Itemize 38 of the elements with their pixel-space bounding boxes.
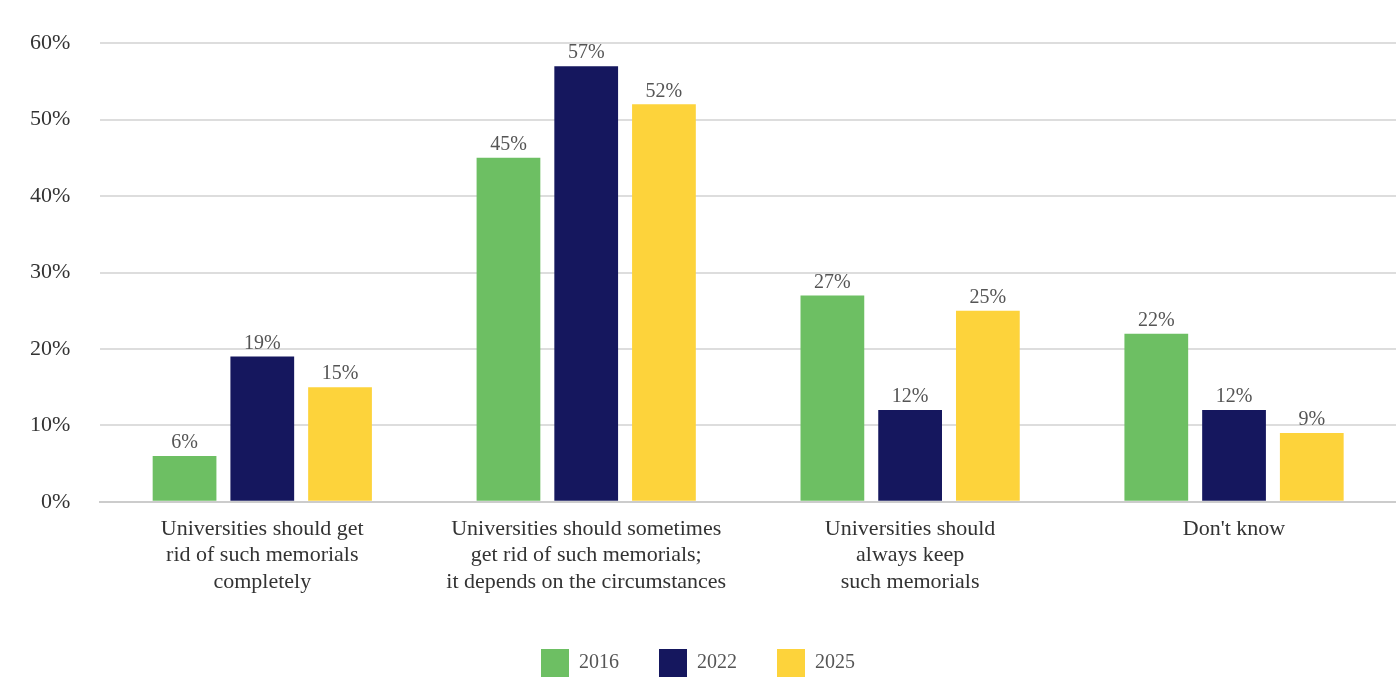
data-label: 57% xyxy=(567,40,605,63)
y-tick-label: 20% xyxy=(30,334,71,360)
x-tick-label: Don't know xyxy=(1182,514,1286,540)
data-label: 6% xyxy=(171,430,198,453)
bar xyxy=(632,104,696,501)
data-label: 9% xyxy=(1298,407,1326,430)
data-label: 25% xyxy=(969,284,1007,307)
data-label: 45% xyxy=(490,132,527,155)
data-label: 19% xyxy=(243,330,281,353)
legend-label: 2022 xyxy=(697,650,737,673)
y-tick-label: 40% xyxy=(30,181,71,207)
y-tick-label: 30% xyxy=(30,258,71,284)
bar xyxy=(230,356,295,501)
bar xyxy=(955,310,1020,501)
bar xyxy=(1202,410,1266,501)
bar xyxy=(308,387,372,501)
bar xyxy=(1124,333,1189,501)
bar xyxy=(476,157,541,501)
bar xyxy=(1279,433,1344,501)
bar xyxy=(800,295,865,501)
y-tick-label: 50% xyxy=(30,105,71,131)
bar xyxy=(878,410,942,501)
legend-label: 2025 xyxy=(815,650,855,673)
bar xyxy=(554,66,619,501)
x-tick-label: Universities should always keep such memorials xyxy=(824,514,996,593)
y-tick-label: 0% xyxy=(41,487,71,513)
data-label: 52% xyxy=(645,78,683,101)
data-label: 27% xyxy=(814,269,851,292)
x-tick-label: Universities should sometimes get rid of such memorials; it depends on the circumstances xyxy=(446,514,727,593)
legend-label: 2016 xyxy=(579,650,619,673)
data-label: 12% xyxy=(891,384,929,407)
y-tick-label: 10% xyxy=(30,411,71,437)
y-tick-label: 60% xyxy=(30,28,71,54)
bar xyxy=(152,455,217,501)
data-label: 12% xyxy=(1215,384,1253,407)
x-tick-label: Universities should get rid of such memorials completely xyxy=(160,514,364,593)
data-label: 22% xyxy=(1137,307,1175,330)
data-label: 15% xyxy=(321,361,359,384)
